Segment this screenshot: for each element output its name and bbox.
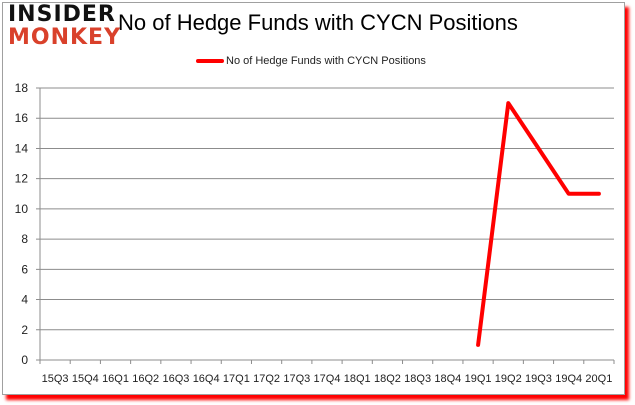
x-tick-label: 15Q4 xyxy=(72,373,99,385)
x-tick-label: 17Q4 xyxy=(314,373,341,385)
x-tick-label: 19Q1 xyxy=(465,373,492,385)
x-tick-label: 18Q3 xyxy=(404,373,431,385)
insider-monkey-logo: INSIDER MONKEY xyxy=(8,2,122,50)
x-tick-label: 19Q2 xyxy=(495,373,522,385)
chart-legend: No of Hedge Funds with CYCN Positions xyxy=(196,55,426,67)
x-tick-label: 17Q1 xyxy=(223,373,250,385)
x-tick-label: 16Q2 xyxy=(132,373,159,385)
x-tick-label: 20Q1 xyxy=(585,373,612,385)
y-tick-label: 12 xyxy=(15,172,29,186)
x-axis-labels: 15Q3 15Q4 16Q1 16Q2 16Q3 16Q4 17Q1 17Q2 17Q3 17Q4… xyxy=(42,373,613,385)
y-tick-label: 8 xyxy=(21,232,28,246)
x-tick-label: 18Q2 xyxy=(374,373,401,385)
series-line xyxy=(476,101,601,347)
x-tick-label: 19Q4 xyxy=(555,373,582,385)
x-tick-label: 15Q3 xyxy=(42,373,69,385)
legend-label: No of Hedge Funds with CYCN Positions xyxy=(226,55,426,67)
y-tick-label: 0 xyxy=(21,353,28,367)
y-tick-label: 4 xyxy=(21,293,28,307)
legend-line-swatch-icon xyxy=(196,59,224,63)
y-axis-labels: 0 2 4 6 8 10 12 14 16 18 xyxy=(15,81,29,367)
y-tick-label: 16 xyxy=(15,111,29,125)
y-tick-label: 18 xyxy=(15,81,29,95)
axes xyxy=(39,88,615,364)
y-tick-label: 14 xyxy=(15,141,29,155)
y-tick-label: 10 xyxy=(15,202,29,216)
x-tick-label: 16Q4 xyxy=(193,373,220,385)
x-tick-label: 17Q3 xyxy=(283,373,310,385)
x-tick-label: 16Q1 xyxy=(102,373,129,385)
x-tick-label: 18Q4 xyxy=(434,373,461,385)
x-tick-label: 17Q2 xyxy=(253,373,280,385)
y-tick-label: 6 xyxy=(21,262,28,276)
logo-line-2: MONKEY xyxy=(8,25,122,50)
chart-title: No of Hedge Funds with CYCN Positions xyxy=(118,10,518,35)
x-tick-label: 18Q1 xyxy=(344,373,371,385)
x-tick-label: 19Q3 xyxy=(525,373,552,385)
y-tick-label: 2 xyxy=(21,323,28,337)
x-tick-label: 16Q3 xyxy=(162,373,189,385)
logo-line-1: INSIDER xyxy=(8,2,116,27)
